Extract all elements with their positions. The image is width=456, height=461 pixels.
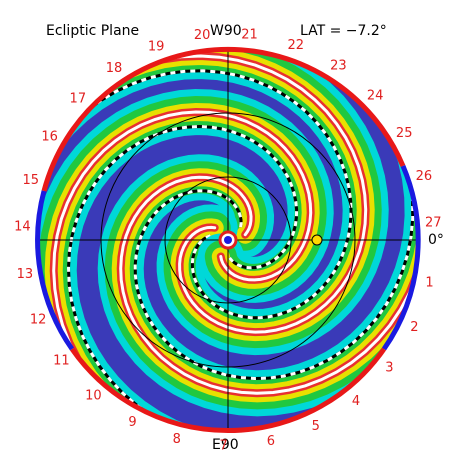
rim-label: 18 <box>106 61 123 76</box>
rim-label: 13 <box>17 267 34 282</box>
rim-label: 24 <box>367 88 384 103</box>
rim-label: 12 <box>30 312 47 327</box>
rim-label: 3 <box>385 360 393 375</box>
rim-label: 8 <box>173 432 181 447</box>
rim-label: 7 <box>220 438 228 453</box>
rim-label: 9 <box>128 415 136 430</box>
rim-label: 5 <box>312 419 320 434</box>
rim-label: 20 <box>194 28 211 43</box>
west-label: W90 <box>210 23 242 39</box>
rim-label: 17 <box>70 91 87 106</box>
earth <box>312 235 322 245</box>
title: Ecliptic Plane <box>46 23 139 39</box>
latitude: LAT = −7.2° <box>300 23 387 39</box>
rim-label: 16 <box>41 130 58 145</box>
rim-label: 15 <box>23 173 40 188</box>
rim-label: 22 <box>287 38 304 53</box>
rim-label: 4 <box>352 394 360 409</box>
rim-label: 14 <box>14 220 31 235</box>
rim-label: 26 <box>416 169 433 184</box>
rim-label: 21 <box>241 28 258 43</box>
rim-label: 27 <box>425 215 442 230</box>
rim-label: 2 <box>410 320 418 335</box>
rim-label: 23 <box>330 59 347 74</box>
zero-label: 0° <box>428 232 444 248</box>
rim-label: 1 <box>425 275 433 290</box>
sun-core <box>224 236 232 244</box>
rim-label: 10 <box>85 388 102 403</box>
rim-label: 25 <box>396 126 413 141</box>
rim-label: 11 <box>53 354 70 369</box>
rim-label: 6 <box>267 434 275 449</box>
rim-label: 19 <box>148 39 165 54</box>
